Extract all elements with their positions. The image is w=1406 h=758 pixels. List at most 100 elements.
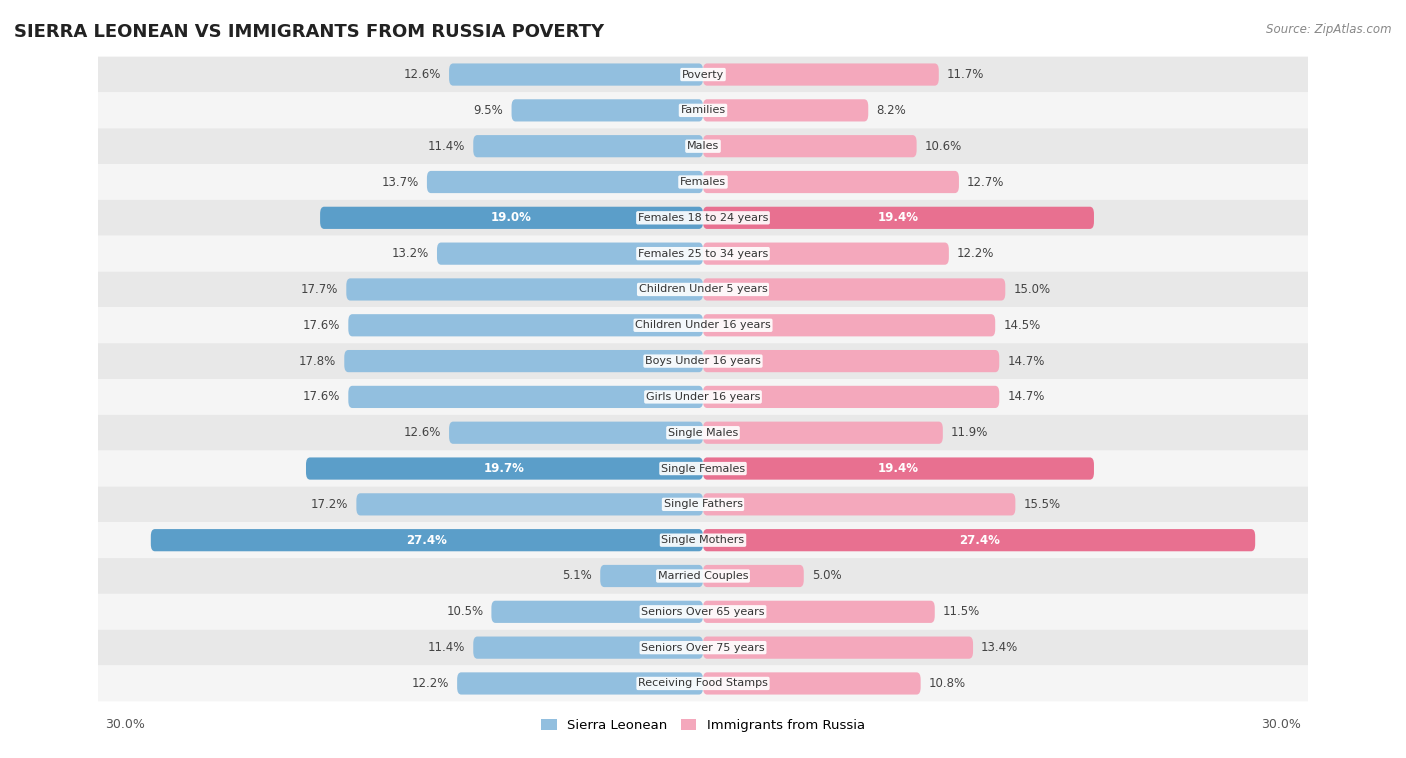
FancyBboxPatch shape (437, 243, 703, 265)
Text: 11.7%: 11.7% (946, 68, 984, 81)
Text: 10.6%: 10.6% (925, 139, 962, 152)
Text: 15.0%: 15.0% (1014, 283, 1050, 296)
FancyBboxPatch shape (703, 529, 1256, 551)
Text: Receiving Food Stamps: Receiving Food Stamps (638, 678, 768, 688)
Text: Families: Families (681, 105, 725, 115)
Text: Girls Under 16 years: Girls Under 16 years (645, 392, 761, 402)
FancyBboxPatch shape (321, 207, 703, 229)
Text: 17.7%: 17.7% (301, 283, 339, 296)
Text: 30.0%: 30.0% (105, 719, 145, 731)
FancyBboxPatch shape (67, 57, 1339, 92)
FancyBboxPatch shape (67, 379, 1339, 415)
FancyBboxPatch shape (703, 135, 917, 158)
Text: Poverty: Poverty (682, 70, 724, 80)
Text: 17.2%: 17.2% (311, 498, 349, 511)
FancyBboxPatch shape (67, 630, 1339, 666)
Text: Seniors Over 75 years: Seniors Over 75 years (641, 643, 765, 653)
Text: 11.5%: 11.5% (943, 606, 980, 619)
FancyBboxPatch shape (703, 314, 995, 337)
FancyBboxPatch shape (703, 457, 1094, 480)
Text: 17.6%: 17.6% (302, 390, 340, 403)
FancyBboxPatch shape (67, 164, 1339, 200)
FancyBboxPatch shape (449, 421, 703, 444)
Text: 15.5%: 15.5% (1024, 498, 1060, 511)
Text: Single Males: Single Males (668, 428, 738, 437)
Text: 9.5%: 9.5% (474, 104, 503, 117)
Text: Single Females: Single Females (661, 464, 745, 474)
Text: 12.7%: 12.7% (967, 176, 1004, 189)
FancyBboxPatch shape (67, 307, 1339, 343)
Text: 14.5%: 14.5% (1004, 319, 1040, 332)
FancyBboxPatch shape (703, 565, 804, 587)
FancyBboxPatch shape (474, 135, 703, 158)
FancyBboxPatch shape (150, 529, 703, 551)
FancyBboxPatch shape (307, 457, 703, 480)
Text: 11.4%: 11.4% (427, 139, 465, 152)
FancyBboxPatch shape (703, 600, 935, 623)
FancyBboxPatch shape (703, 99, 869, 121)
FancyBboxPatch shape (703, 637, 973, 659)
Text: 10.8%: 10.8% (929, 677, 966, 690)
Text: 19.0%: 19.0% (491, 211, 531, 224)
FancyBboxPatch shape (344, 350, 703, 372)
FancyBboxPatch shape (67, 558, 1339, 594)
Text: 17.8%: 17.8% (299, 355, 336, 368)
FancyBboxPatch shape (67, 451, 1339, 487)
FancyBboxPatch shape (703, 493, 1015, 515)
FancyBboxPatch shape (356, 493, 703, 515)
Text: 17.6%: 17.6% (302, 319, 340, 332)
FancyBboxPatch shape (67, 128, 1339, 164)
Text: 8.2%: 8.2% (876, 104, 905, 117)
FancyBboxPatch shape (703, 421, 943, 444)
FancyBboxPatch shape (492, 600, 703, 623)
Text: 13.4%: 13.4% (981, 641, 1018, 654)
FancyBboxPatch shape (474, 637, 703, 659)
FancyBboxPatch shape (457, 672, 703, 694)
Text: Males: Males (688, 141, 718, 151)
Text: 27.4%: 27.4% (406, 534, 447, 547)
FancyBboxPatch shape (67, 236, 1339, 271)
Text: SIERRA LEONEAN VS IMMIGRANTS FROM RUSSIA POVERTY: SIERRA LEONEAN VS IMMIGRANTS FROM RUSSIA… (14, 23, 605, 41)
Text: 14.7%: 14.7% (1007, 355, 1045, 368)
Text: Single Mothers: Single Mothers (661, 535, 745, 545)
Text: 19.4%: 19.4% (877, 462, 920, 475)
FancyBboxPatch shape (703, 672, 921, 694)
FancyBboxPatch shape (67, 522, 1339, 558)
Text: Females 25 to 34 years: Females 25 to 34 years (638, 249, 768, 258)
Text: Children Under 5 years: Children Under 5 years (638, 284, 768, 294)
Text: 13.2%: 13.2% (392, 247, 429, 260)
FancyBboxPatch shape (67, 200, 1339, 236)
Text: 5.1%: 5.1% (562, 569, 592, 582)
FancyBboxPatch shape (349, 314, 703, 337)
FancyBboxPatch shape (349, 386, 703, 408)
Text: Females 18 to 24 years: Females 18 to 24 years (638, 213, 768, 223)
FancyBboxPatch shape (512, 99, 703, 121)
Text: Married Couples: Married Couples (658, 571, 748, 581)
FancyBboxPatch shape (67, 343, 1339, 379)
FancyBboxPatch shape (67, 666, 1339, 701)
FancyBboxPatch shape (449, 64, 703, 86)
FancyBboxPatch shape (67, 487, 1339, 522)
Text: 19.4%: 19.4% (877, 211, 920, 224)
FancyBboxPatch shape (67, 415, 1339, 451)
Text: Boys Under 16 years: Boys Under 16 years (645, 356, 761, 366)
Text: Children Under 16 years: Children Under 16 years (636, 321, 770, 330)
FancyBboxPatch shape (703, 278, 1005, 301)
FancyBboxPatch shape (703, 243, 949, 265)
Text: 11.9%: 11.9% (950, 426, 988, 439)
FancyBboxPatch shape (67, 271, 1339, 307)
Text: 11.4%: 11.4% (427, 641, 465, 654)
Text: 19.7%: 19.7% (484, 462, 524, 475)
Text: 14.7%: 14.7% (1007, 390, 1045, 403)
Text: Source: ZipAtlas.com: Source: ZipAtlas.com (1267, 23, 1392, 36)
FancyBboxPatch shape (703, 207, 1094, 229)
Text: 12.6%: 12.6% (404, 426, 441, 439)
FancyBboxPatch shape (346, 278, 703, 301)
FancyBboxPatch shape (703, 64, 939, 86)
Text: 5.0%: 5.0% (811, 569, 841, 582)
FancyBboxPatch shape (703, 171, 959, 193)
FancyBboxPatch shape (67, 92, 1339, 128)
Text: 27.4%: 27.4% (959, 534, 1000, 547)
FancyBboxPatch shape (600, 565, 703, 587)
FancyBboxPatch shape (703, 386, 1000, 408)
